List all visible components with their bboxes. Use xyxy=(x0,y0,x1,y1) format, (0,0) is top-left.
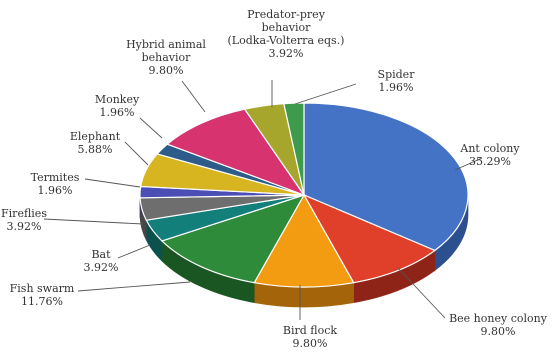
slice-label-line: behavior xyxy=(262,21,312,34)
slice-label-line: 35.29% xyxy=(469,155,511,168)
slice-label-line: Elephant xyxy=(70,130,121,143)
slice-label-line: 9.80% xyxy=(293,337,328,350)
slice-label-line: 3.92% xyxy=(7,220,42,233)
slice-label-bird-flock: Bird flock 9.80% xyxy=(283,324,338,350)
slice-label-predator-prey-behavior-lodka-volterra-eqs: Predator-prey behavior (Lodka-Volterra eqs… xyxy=(228,8,345,60)
slice-label-bee-honey-colony: Bee honey colony 9.80% xyxy=(449,312,548,338)
slice-label-termites: Termites 1.96% xyxy=(31,171,80,197)
slice-label-line: Hybrid animal xyxy=(126,38,206,51)
slice-label-line: 11.76% xyxy=(21,295,63,308)
slice-label-line: Fireflies xyxy=(1,207,47,220)
slice-ant-colony xyxy=(303,102,469,252)
slice-label-line: (Lodka-Volterra eqs.) xyxy=(228,34,345,47)
slice-label-monkey: Monkey 1.96% xyxy=(95,93,140,119)
leader-line-fireflies xyxy=(43,218,144,225)
slice-label-fireflies: Fireflies 3.92% xyxy=(1,207,47,233)
slice-label-line: 3.92% xyxy=(84,261,119,274)
slice-label-ant-colony: Ant colony 35.29% xyxy=(459,142,520,168)
slice-label-line: Bird flock xyxy=(283,324,338,337)
slice-label-line: 9.80% xyxy=(149,64,184,77)
slice-labels: Ant colony 35.29%Bee honey colony 9.80%Bir… xyxy=(1,8,548,350)
slice-bird-flock xyxy=(253,193,355,288)
slice-label-line: Bee honey colony xyxy=(449,312,548,325)
slice-label-fish-swarm: Fish swarm 11.76% xyxy=(10,282,75,308)
slice-label-line: behavior xyxy=(142,51,192,64)
leader-line-spider xyxy=(294,83,357,105)
slice-label-spider: Spider 1.96% xyxy=(378,68,416,94)
slice-label-line: 1.96% xyxy=(379,81,414,94)
slice-label-line: Spider xyxy=(378,68,416,81)
slice-label-line: Monkey xyxy=(95,93,140,106)
slice-label-line: 5.88% xyxy=(78,143,113,156)
slice-label-line: Predator-prey xyxy=(247,8,326,21)
leader-line-fish-swarm xyxy=(77,281,191,292)
slice-hybrid-animal-behavior xyxy=(166,108,306,197)
label-leader-lines xyxy=(43,80,483,320)
slice-label-line: 1.96% xyxy=(100,106,135,119)
leader-line-elephant xyxy=(124,141,149,166)
slice-label-line: 1.96% xyxy=(38,184,73,197)
slice-label-line: Bat xyxy=(91,248,111,261)
pie-slices xyxy=(139,102,469,288)
leader-line-hybrid-animal-behavior xyxy=(181,80,206,113)
leader-line-bat xyxy=(117,244,151,259)
slice-bee-honey-colony xyxy=(302,193,437,284)
slice-label-line: 9.80% xyxy=(481,325,516,338)
slice-label-hybrid-animal-behavior: Hybrid animal behavior 9.80% xyxy=(126,38,206,77)
slice-label-bat: Bat 3.92% xyxy=(84,248,119,274)
leader-line-termites xyxy=(84,178,141,188)
slice-fish-swarm xyxy=(160,193,306,284)
leader-line-ant-colony xyxy=(454,157,483,171)
slice-label-line: Fish swarm xyxy=(10,282,75,295)
leader-line-monkey xyxy=(139,117,163,139)
slice-spider xyxy=(283,102,305,196)
slice-label-elephant: Elephant 5.88% xyxy=(70,130,121,156)
leader-line-bee-honey-colony xyxy=(397,267,446,319)
slice-label-line: 3.92% xyxy=(269,47,304,60)
slice-label-line: Ant colony xyxy=(459,142,520,155)
slice-label-line: Termites xyxy=(31,171,80,184)
